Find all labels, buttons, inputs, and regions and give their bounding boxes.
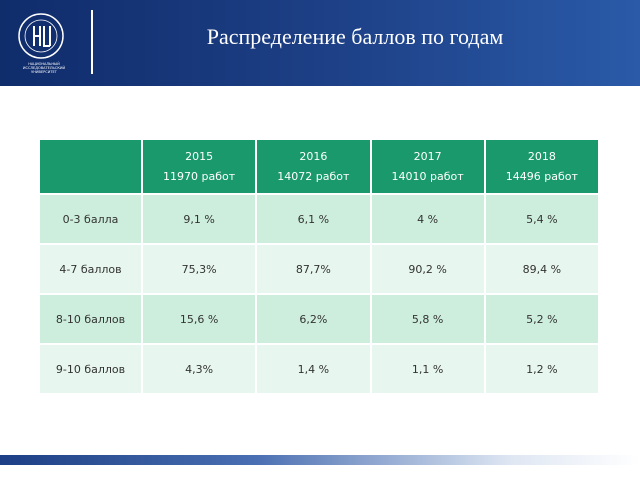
table-cell: 4 % [370,194,486,245]
column-header: 2017 14010 работ [370,140,486,195]
table-cell: 4,3% [142,344,258,395]
row-label: 9-10 баллов [40,344,143,395]
row-label: 4-7 баллов [40,244,143,295]
table-cell: 75,3% [142,244,258,295]
table-cell: 1,1 % [370,344,486,395]
table-cell: 6,1 % [256,194,372,245]
score-table: 2015 11970 работ 2016 14072 работ 2017 14010 … [40,140,601,395]
column-year: 2017 [413,149,442,163]
table-cell: 15,6 % [142,294,258,345]
column-year: 2015 [185,149,214,163]
column-header: 2015 11970 работ [142,140,258,195]
logo-caption: НАЦИОНАЛЬНЫЙ ИССЛЕДОВАТЕЛЬСКИЙ УНИВЕРСИТ… [22,62,66,74]
table-cell: 5,8 % [370,294,486,345]
column-year: 2016 [299,149,328,163]
header-row: 2015 11970 работ 2016 14072 работ 2017 14010 … [40,140,601,195]
column-header: 2018 14496 работ [484,140,601,195]
footer-band [0,455,640,465]
logo [18,13,64,59]
table-row: 9-10 баллов 4,3% 1,4 % 1,1 % 1,2 % [40,344,601,395]
column-header: 2016 14072 работ [256,140,372,195]
corner-cell [40,140,143,195]
slide-title: Распределение баллов по годам [206,24,504,49]
table-row: 0-3 балла 9,1 % 6,1 % 4 % 5,4 % [40,194,601,245]
table-cell: 87,7% [256,244,372,295]
divider [91,10,93,74]
row-label: 8-10 баллов [40,294,143,345]
table-cell: 1,4 % [256,344,372,395]
header-band [0,0,640,86]
column-works: 14010 работ [391,169,464,183]
table-cell: 1,2 % [484,344,601,395]
column-works: 11970 работ [163,169,236,183]
column-year: 2018 [527,149,556,163]
table-cell: 89,4 % [484,244,601,295]
table-row: 8-10 баллов 15,6 % 6,2% 5,8 % 5,2 % [40,294,601,345]
table-row: 4-7 баллов 75,3% 87,7% 90,2 % 89,4 % [40,244,601,295]
table-cell: 6,2% [256,294,372,345]
row-label: 0-3 балла [40,194,143,245]
column-works: 14496 работ [505,169,578,183]
table-cell: 9,1 % [142,194,258,245]
table-cell: 5,4 % [484,194,601,245]
table-cell: 5,2 % [484,294,601,345]
column-works: 14072 работ [277,169,350,183]
table-cell: 90,2 % [370,244,486,295]
